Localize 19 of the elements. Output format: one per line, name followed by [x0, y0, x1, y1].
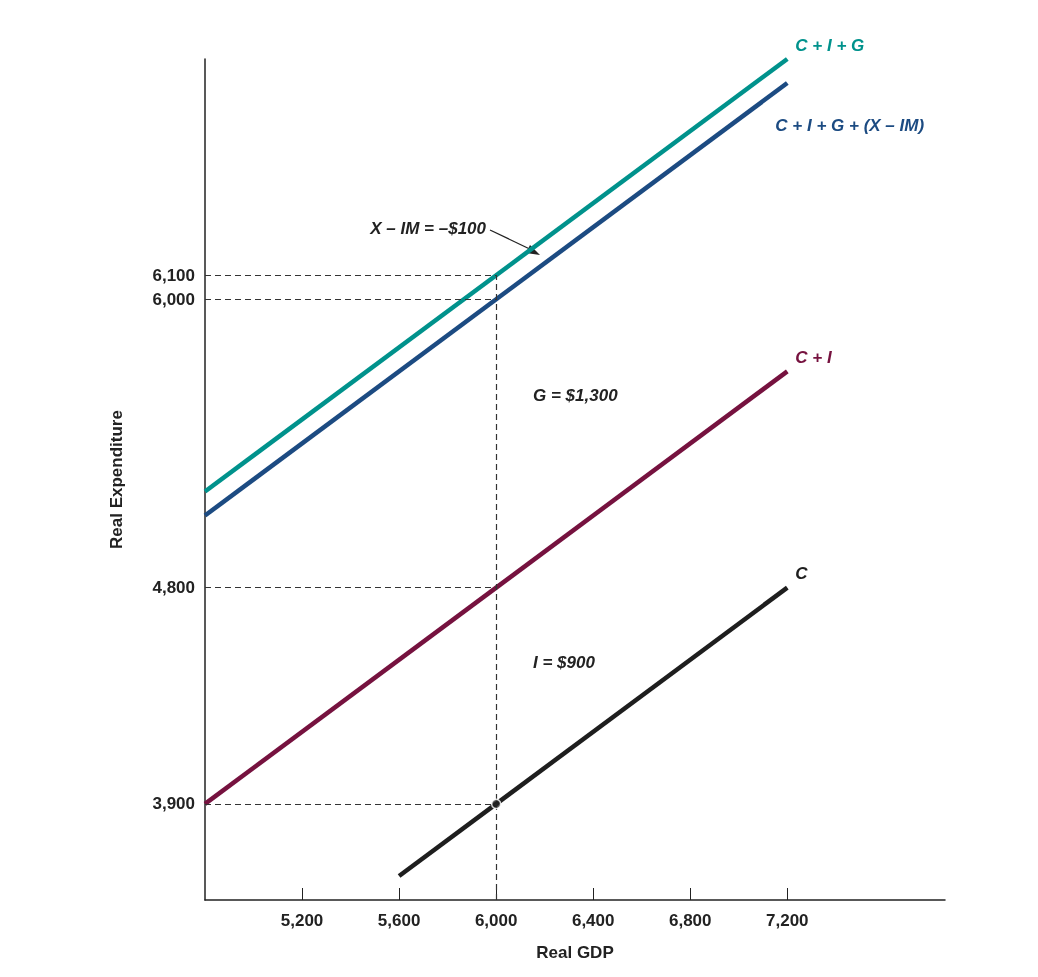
- x-tick-label: 5,600: [377, 911, 421, 930]
- y-tick-label: 6,000: [152, 289, 195, 309]
- annotation: X – IM = –$100: [369, 218, 487, 238]
- x-axis-title: Real GDP: [536, 943, 614, 962]
- y-tick-label: 4,800: [152, 578, 195, 598]
- x-tick-label: 6,400: [571, 911, 615, 930]
- x-tick-label: 7,200: [766, 911, 809, 930]
- series-label: C + I: [795, 347, 833, 367]
- annotation: G = $1,300: [533, 385, 619, 405]
- x-tick-label: 6,800: [668, 911, 712, 930]
- x-tick-label: 5,200: [280, 911, 324, 930]
- series-label: C + I + G + (X – IM): [775, 115, 925, 135]
- y-tick-label: 3,900: [152, 794, 195, 814]
- annotation: I = $900: [533, 652, 596, 672]
- series-label: C + I + G: [795, 35, 865, 55]
- series-label: C: [795, 564, 809, 584]
- y-axis-title: Real Expenditure: [107, 410, 126, 549]
- x-tick-label: 6,000: [474, 911, 518, 930]
- y-tick-label: 6,100: [152, 265, 195, 285]
